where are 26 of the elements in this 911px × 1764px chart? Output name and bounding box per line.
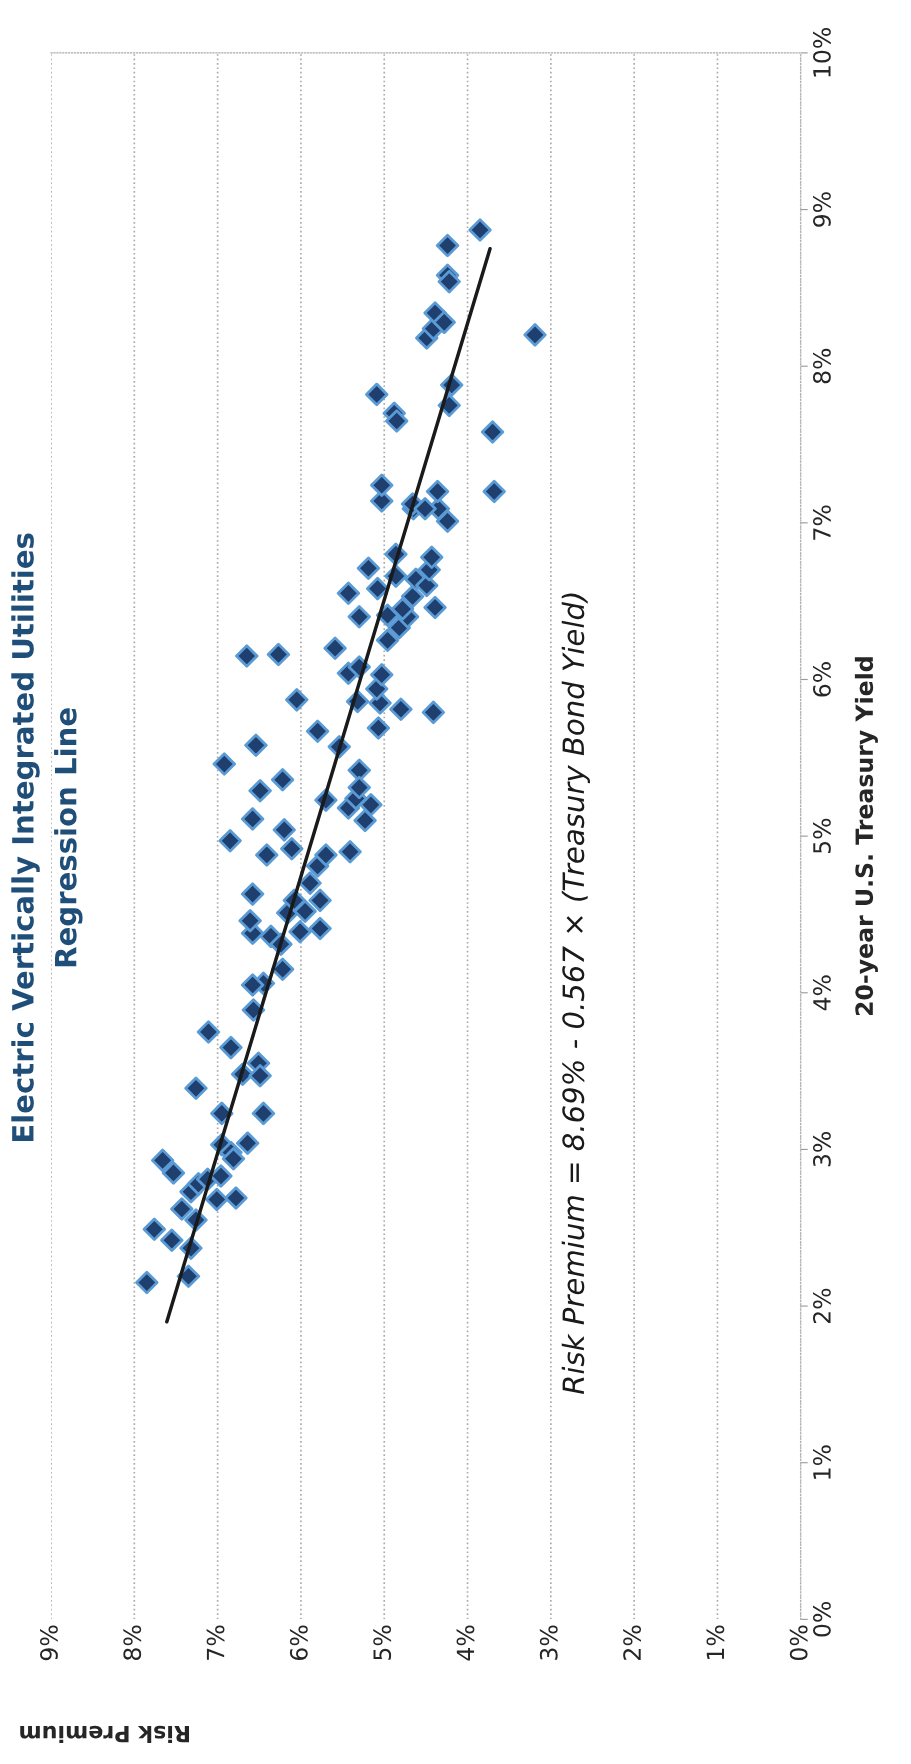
y-tick-label: 8% — [812, 348, 831, 384]
y-tick-label: 1% — [812, 1445, 831, 1479]
x-axis-title: Risk Premium — [20, 1725, 189, 1743]
x-tick-label: 7% — [206, 1625, 225, 1660]
y-tick-label: 10% — [812, 27, 831, 77]
text: Electric Vertically Integrated Utilities — [11, 533, 40, 1142]
x-tick-label: 8% — [123, 1625, 142, 1661]
y-axis-title: 20-year U.S. Treasury Yield — [854, 657, 878, 1016]
y-tick-label: 2% — [812, 1288, 831, 1324]
x-tick-label: 1% — [706, 1625, 725, 1660]
annotation: Risk Premium = 8.69% - 0.567 × (Treasury Bond Yield) — [561, 593, 590, 1395]
x-tick-label: 2% — [623, 1625, 642, 1660]
x-tick-label: 5% — [373, 1625, 392, 1660]
y-tick-label: 7% — [812, 505, 831, 540]
y-tick-label: 3% — [812, 1132, 831, 1167]
x-tick-label: 3% — [539, 1625, 558, 1660]
text: Regression Line — [54, 708, 83, 967]
x-tick-label: 4% — [456, 1625, 475, 1661]
y-tick-label: 4% — [812, 975, 831, 1011]
x-tick-label: 6% — [289, 1625, 308, 1661]
y-tick-label: 5% — [812, 818, 831, 854]
y-tick-label: 0% — [812, 1601, 831, 1637]
y-tick-label: 6% — [812, 662, 831, 697]
y-tick-label: 9% — [812, 192, 831, 227]
x-tick-label: 0% — [789, 1625, 808, 1661]
x-tick-label: 9% — [40, 1625, 58, 1661]
